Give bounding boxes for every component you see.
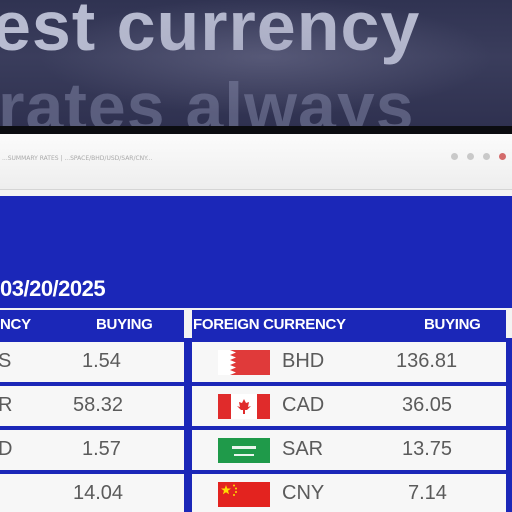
buying-rate: 1.54: [82, 350, 121, 372]
table-row: D 1.57: [0, 430, 184, 470]
buying-rate: 1.57: [82, 438, 121, 460]
monitor-screen: ...SUMMARY RATES | ...SPACE/BHD/USD/SAR/…: [0, 134, 512, 512]
right-header-currency: FOREIGN CURRENCY: [193, 315, 346, 333]
right-column-headers: FOREIGN CURRENCY BUYING: [192, 310, 506, 338]
china-flag-icon: [218, 482, 270, 507]
buying-rate: 7.14: [408, 482, 447, 504]
rates-date: 03/20/2025: [0, 276, 106, 301]
buying-rate: 13.75: [402, 438, 453, 460]
canada-flag-icon: [218, 394, 270, 419]
rates-table: S 1.54 R 58.32 D 1.57 14.04 BHD 136.81: [0, 338, 512, 512]
promo-banner: est currency rates always: [0, 0, 512, 126]
currency-code: BHD: [282, 350, 325, 372]
extension-icon[interactable]: [467, 153, 474, 160]
currency-code: CNY: [282, 482, 325, 504]
profile-icon[interactable]: [499, 153, 506, 160]
left-column-headers: NCY BUYING: [0, 310, 184, 338]
table-row: 14.04: [0, 474, 184, 512]
currency-code: S: [0, 350, 12, 372]
download-icon[interactable]: [483, 153, 490, 160]
table-row: SAR 13.75: [192, 430, 506, 470]
table-row: CNY 7.14: [192, 474, 506, 512]
browser-toolbar: ...SUMMARY RATES | ...SPACE/BHD/USD/SAR/…: [0, 134, 512, 190]
currency-code: D: [0, 438, 13, 460]
banner-headline-line2: rates always: [0, 69, 415, 126]
table-row: BHD 136.81: [192, 342, 506, 382]
browser-url[interactable]: ...SUMMARY RATES | ...SPACE/BHD/USD/SAR/…: [2, 155, 153, 162]
left-header-buying: BUYING: [96, 315, 153, 333]
monitor-bezel: [0, 126, 512, 134]
table-row: R 58.32: [0, 386, 184, 426]
bahrain-flag-icon: [218, 350, 270, 375]
currency-code: SAR: [282, 438, 324, 460]
table-row: S 1.54: [0, 342, 184, 382]
browser-action-icons: [451, 153, 506, 160]
table-row: CAD 36.05: [192, 386, 506, 426]
currency-code: R: [0, 394, 13, 416]
left-header-currency: NCY: [0, 315, 31, 333]
buying-rate: 14.04: [73, 482, 124, 504]
bookmark-icon[interactable]: [451, 153, 458, 160]
buying-rate: 136.81: [396, 350, 458, 372]
saudi-flag-icon: [218, 438, 270, 463]
banner-headline-line1: est currency: [0, 0, 421, 65]
buying-rate: 36.05: [402, 394, 453, 416]
rates-header-band: [0, 196, 512, 308]
right-header-buying: BUYING: [424, 315, 481, 333]
currency-code: CAD: [282, 394, 325, 416]
buying-rate: 58.32: [73, 394, 124, 416]
